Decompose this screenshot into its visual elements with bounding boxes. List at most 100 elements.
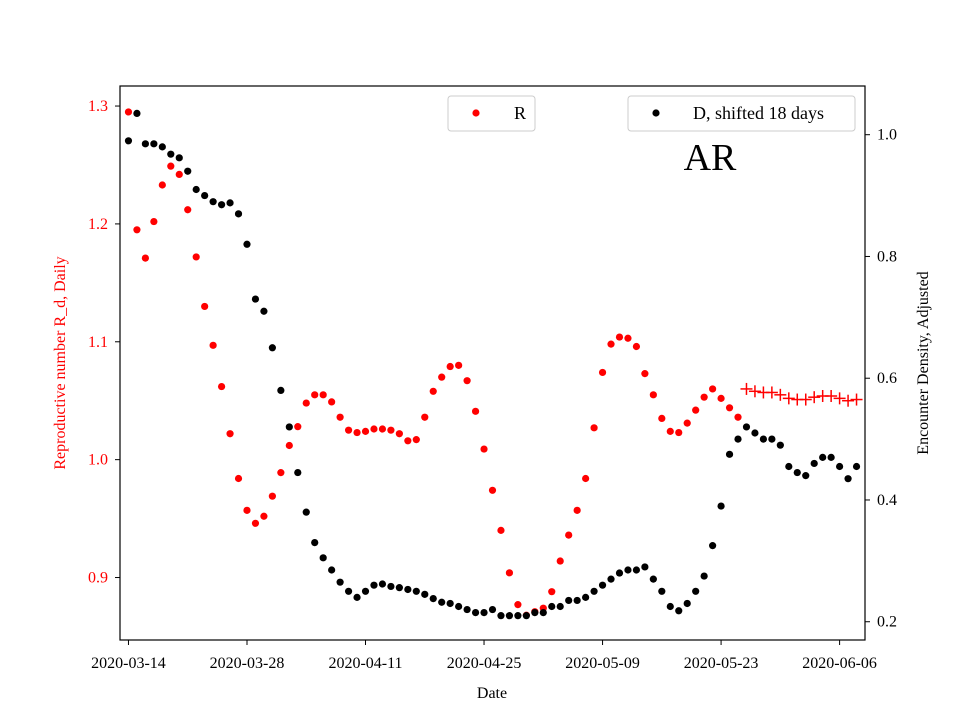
series-1-point [361,427,370,435]
series-1-point [378,425,387,433]
series-1-point [734,413,742,421]
series-3-point [277,386,285,394]
series-3-point [488,605,497,614]
x-axis-label: Date [477,685,507,702]
series-1-point [615,333,624,341]
series-3-point [243,240,251,248]
series-1-point [514,601,522,609]
series-1-point [133,226,141,234]
series-2-point [799,393,812,406]
y-left-tick-label: 1.1 [88,334,108,351]
series-3-point [328,566,336,574]
legend-r-label: R [514,103,526,123]
series-3-point [260,307,268,315]
series-3-point [827,453,835,461]
series-3-point [675,607,683,615]
series-1-point [175,170,183,179]
series-1-point [294,423,302,431]
series-3-point [768,435,776,443]
series-3-point [294,468,302,477]
series-3-point [785,462,793,471]
x-tick-label: 2020-03-28 [210,655,285,672]
series-3-point [539,609,547,617]
series-3-point [471,609,480,617]
series-1-point [319,391,327,399]
series-3-point [590,587,598,595]
series-1-point [336,413,344,421]
series-3-point [514,612,522,620]
series-1-point [243,506,251,514]
series-1-point [471,407,480,415]
series-3-point [607,575,615,583]
series-1-point [370,425,378,433]
axes-layer: 2020-03-14 2020-03-28 2020-04-11 2020-04-25… [88,98,897,672]
legend-d-marker [652,109,660,117]
series-1-point [150,217,158,226]
series-1-point [573,506,581,514]
series-3-point [184,167,192,175]
series-1-point [675,428,683,437]
series-1-point [488,486,497,494]
series-1-point [649,391,657,399]
series-3-point [531,609,539,617]
y-right-tick-label: 0.6 [877,370,897,387]
x-tick-label: 2020-03-14 [91,655,166,672]
series-3-point [463,605,471,614]
series-3-point [209,198,217,206]
x-tick-label: 2020-04-11 [328,655,402,672]
series-3-point [158,143,166,151]
series-1-point [209,341,217,349]
series-3-point [438,598,446,606]
series-1-point [607,340,615,348]
series-1-point [328,398,336,406]
series-3-point [378,580,387,588]
series-3-point [615,569,624,577]
legend-d: D, shifted 18 days [627,95,856,132]
series-1-point [632,342,641,351]
series-3-point [404,585,412,594]
series-3-point [226,199,234,207]
series-3-point [565,596,573,605]
series-3-point [455,602,463,611]
series-1-point [268,492,276,500]
series-3-point [776,441,784,449]
series-3-point [717,502,725,510]
series-1-point [666,427,674,435]
series-1-point [353,428,361,437]
series-1-point [717,394,725,402]
series-3-point [302,508,310,516]
series-3-point [497,612,505,620]
series-3-point [344,587,353,595]
series-3-point [480,609,488,617]
series-3-point [658,587,666,595]
series-3-point [548,602,556,611]
series-1-point [692,406,700,414]
series-3-point [683,599,691,608]
x-tick-label: 2020-05-09 [565,655,640,672]
series-1-point [167,162,175,170]
series-1-point [412,436,420,444]
y-left-tick-label: 0.9 [88,570,108,587]
series-3-point [522,612,530,620]
series-1-point [429,387,437,395]
series-3-point [133,109,141,117]
series-3-point [395,584,403,592]
series-3-point [734,435,742,443]
series-1-point [226,430,234,438]
legend-r-box [447,95,536,132]
series-3-point [285,423,293,431]
series-3-point [192,185,200,194]
series-3-point [725,450,734,458]
series-3-point [598,581,607,589]
series-3-point [268,344,276,352]
series-3-point [641,563,649,571]
series-3-point [387,582,395,591]
y-right-tick-label: 0.4 [877,492,897,509]
series-1-point [234,474,243,483]
series-3-point [751,429,759,437]
series-3-point [649,575,657,583]
series-3-point [370,581,378,589]
series-1-point [158,181,166,189]
series-1-point [709,385,717,393]
series-1-point [260,512,268,520]
